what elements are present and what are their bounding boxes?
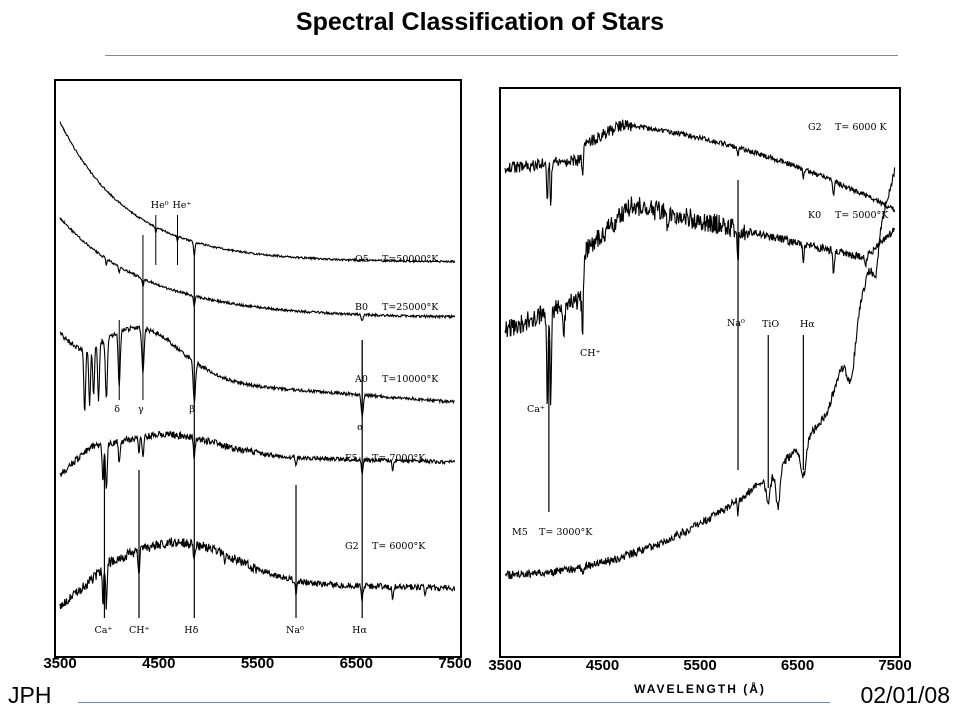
- right-x-axis-label: WAVELENGTH (Å): [634, 681, 766, 696]
- slide-title: Spectral Classification of Stars: [295, 8, 665, 36]
- left-line-marker-label: Hδ: [184, 625, 198, 636]
- left-line-marker-label: Ca⁺: [94, 625, 112, 636]
- left-annotation: δ: [114, 404, 120, 415]
- right-x-tick-label: 7500: [878, 657, 911, 674]
- right-line-marker-label: TiO: [762, 319, 779, 330]
- left-temperature-label: T= 6000°K: [372, 541, 426, 552]
- left-series-label: G2: [345, 541, 359, 552]
- right-temperature-label: T= 5000°K: [835, 210, 889, 221]
- right-temperature-label: T= 6000 K: [835, 122, 888, 133]
- left-annotation: He⁺: [173, 200, 192, 211]
- footer-date: 02/01/08: [860, 682, 950, 708]
- footer-divider: [78, 702, 830, 703]
- left-spectrum-o5: [59, 121, 456, 264]
- left-series-label: A0: [354, 374, 368, 385]
- left-spectrum-b0: [59, 217, 456, 321]
- left-series-label: O5: [355, 254, 369, 265]
- right-x-tick-label: 4500: [586, 657, 619, 674]
- right-x-tick-label: 3500: [488, 657, 521, 674]
- left-x-tick-label: 4500: [142, 655, 175, 672]
- right-x-tick-label: 6500: [781, 657, 814, 674]
- title-divider: [105, 55, 898, 56]
- left-temperature-label: T= 7000°K: [372, 453, 426, 464]
- left-annotation: He⁰: [151, 200, 169, 211]
- right-temperature-label: T= 3000°K: [539, 527, 593, 538]
- left-spectrum-f5: [59, 430, 456, 489]
- left-line-marker-label: Na⁰: [286, 625, 304, 636]
- left-temperature-label: T=50000°K: [382, 254, 439, 265]
- left-temperature-label: T=25000°K: [382, 302, 439, 313]
- right-spectrum-k0: [504, 196, 896, 406]
- left-annotation: β: [189, 404, 195, 415]
- left-x-tick-label: 5500: [241, 655, 274, 672]
- left-spectrum-g2: [59, 537, 456, 610]
- left-series-label: B0: [355, 302, 368, 313]
- right-spectrum-g2: [504, 119, 896, 213]
- left-x-tick-label: 6500: [340, 655, 373, 672]
- left-annotation: α: [357, 422, 364, 433]
- right-line-marker-label: Ca⁺: [527, 404, 545, 415]
- left-annotation: γ: [138, 404, 144, 415]
- left-spectrum-a0: [59, 324, 455, 418]
- left-x-tick-label: 7500: [438, 655, 471, 672]
- left-line-marker-label: CH⁺: [129, 625, 150, 636]
- right-line-marker-label: CH⁺: [580, 348, 601, 359]
- left-spectra-layer: O5 T=50000°K B0 T=25000°K A0 T=10000°K F5 T= 70…: [43, 121, 472, 672]
- left-x-tick-label: 3500: [43, 655, 76, 672]
- right-x-tick-label: 5500: [683, 657, 716, 674]
- right-spectrum-m5: [504, 167, 896, 580]
- right-series-label: G2: [808, 122, 822, 133]
- left-line-marker-label: Hα: [352, 625, 367, 636]
- footer-author: JPH: [8, 682, 52, 708]
- right-panel-frame: [499, 87, 901, 658]
- right-line-marker-label: Na⁰: [727, 318, 745, 329]
- right-spectra-layer: G2 T= 6000 K K0 T= 5000°K M5 T= 3000°K Ca⁺ CH⁺ N…: [488, 119, 912, 696]
- left-series-label: F5: [345, 453, 358, 464]
- right-series-label: K0: [808, 210, 821, 221]
- right-series-label: M5: [512, 527, 528, 538]
- right-line-marker-label: Hα: [800, 319, 815, 330]
- left-panel-frame: [54, 79, 462, 658]
- left-temperature-label: T=10000°K: [382, 374, 439, 385]
